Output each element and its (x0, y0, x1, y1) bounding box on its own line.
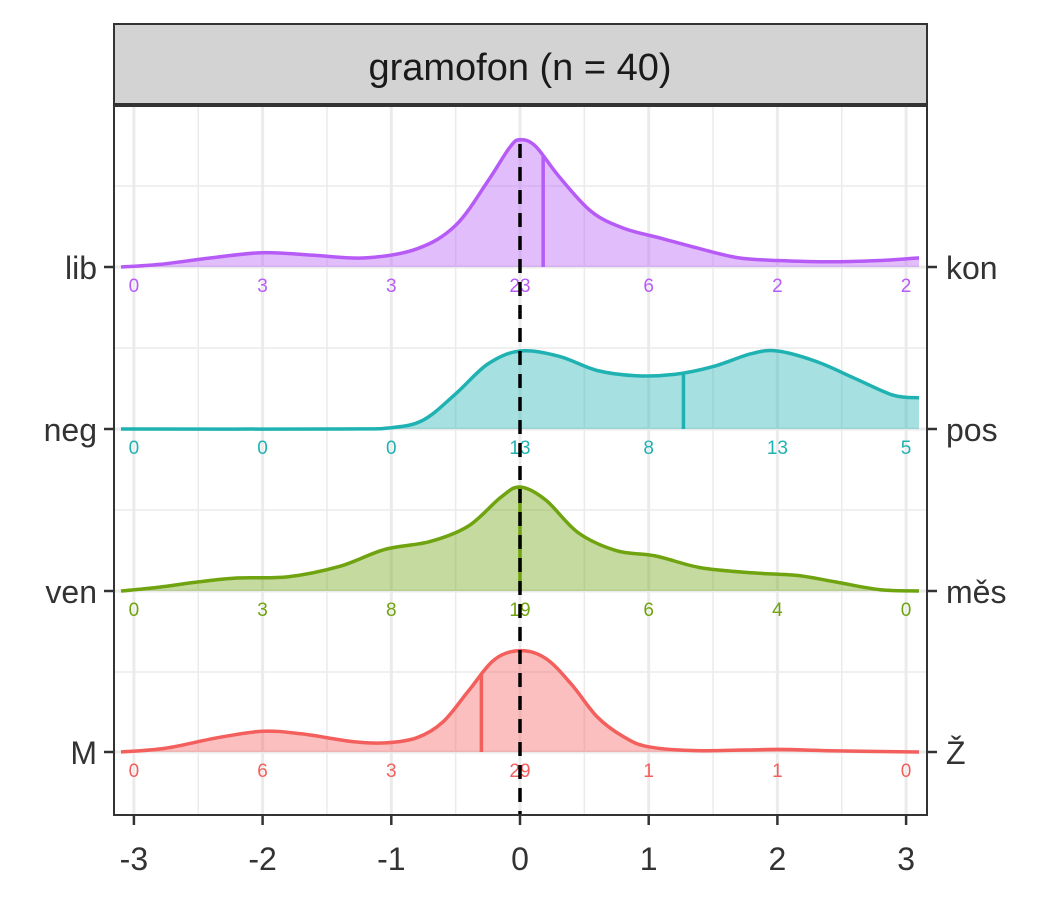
strip-background (113, 23, 928, 105)
count-label: 8 (643, 438, 654, 459)
x-tick-label: 2 (769, 841, 787, 877)
y-tick-label-right: kon (946, 250, 998, 286)
count-label: 6 (643, 276, 654, 297)
count-label: 3 (257, 600, 268, 621)
count-label: 3 (386, 761, 397, 782)
y-tick-label-left: neg (44, 412, 97, 448)
count-label: 13 (767, 438, 788, 459)
x-tick-label: 3 (897, 841, 915, 877)
count-label: 0 (129, 761, 140, 782)
y-tick-label-left: lib (65, 250, 97, 286)
count-label: 0 (257, 438, 268, 459)
count-label: 3 (386, 276, 397, 297)
x-tick-label: -1 (377, 841, 405, 877)
y-tick-label-right: Ž (946, 735, 966, 771)
count-label: 4 (772, 600, 783, 621)
count-label: 0 (901, 761, 912, 782)
density-line (120, 137, 920, 269)
count-label: 5 (901, 438, 912, 459)
count-label: 0 (901, 600, 912, 621)
chart-title: gramofon (n = 40) (368, 47, 671, 89)
density-area (121, 350, 919, 430)
density-line (120, 648, 920, 754)
count-label: 2 (901, 276, 912, 297)
count-label: 0 (129, 600, 140, 621)
y-tick-label-right: měs (946, 574, 1006, 610)
x-tick-label: -3 (120, 841, 148, 877)
count-label: 6 (257, 761, 268, 782)
count-label: 0 (386, 438, 397, 459)
count-label: 1 (772, 761, 783, 782)
x-tick-label: 1 (640, 841, 658, 877)
count-label: 3 (257, 276, 268, 297)
count-label: 8 (386, 600, 397, 621)
count-label: 6 (643, 600, 654, 621)
count-label: 0 (129, 438, 140, 459)
ridge-neg: 000138135 (120, 348, 920, 459)
y-tick-label-left: ven (45, 574, 97, 610)
y-tick-label-right: pos (946, 412, 998, 448)
count-label: 2 (772, 276, 783, 297)
count-label: 1 (643, 761, 654, 782)
y-tick-label-left: M (70, 735, 97, 771)
x-tick-label: -2 (248, 841, 276, 877)
x-tick-label: 0 (511, 841, 529, 877)
density-line (120, 348, 920, 431)
axes: -3 -2 -1 0 1 2 3 lib kon neg pos ven měs M Ž (44, 250, 1007, 877)
count-label: 0 (129, 276, 140, 297)
